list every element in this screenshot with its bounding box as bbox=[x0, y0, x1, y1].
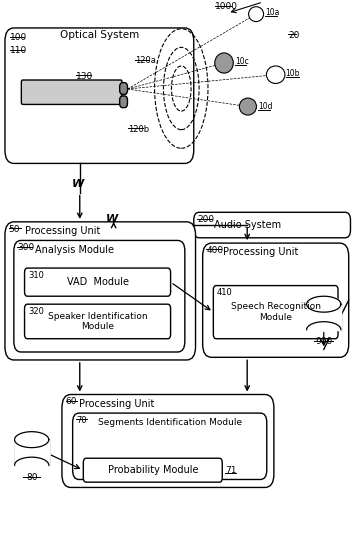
Polygon shape bbox=[15, 431, 49, 447]
Ellipse shape bbox=[239, 98, 256, 115]
FancyBboxPatch shape bbox=[194, 213, 350, 238]
Text: 60: 60 bbox=[65, 397, 77, 406]
Text: Speaker Identification
Module: Speaker Identification Module bbox=[48, 312, 148, 331]
Text: 10c: 10c bbox=[235, 57, 248, 66]
Text: 400: 400 bbox=[206, 246, 223, 255]
Polygon shape bbox=[307, 304, 341, 329]
Polygon shape bbox=[307, 296, 341, 312]
Text: VAD  Module: VAD Module bbox=[66, 277, 129, 287]
FancyBboxPatch shape bbox=[24, 268, 171, 296]
Text: 320: 320 bbox=[28, 307, 44, 316]
Text: 50: 50 bbox=[9, 224, 20, 233]
Ellipse shape bbox=[248, 7, 264, 21]
Text: Processing Unit: Processing Unit bbox=[79, 399, 154, 409]
Text: 70: 70 bbox=[76, 416, 87, 425]
Text: 120a: 120a bbox=[135, 56, 156, 65]
Text: Processing Unit: Processing Unit bbox=[24, 226, 100, 236]
FancyBboxPatch shape bbox=[202, 243, 349, 357]
Text: 100: 100 bbox=[10, 33, 28, 42]
FancyBboxPatch shape bbox=[24, 304, 171, 339]
Text: Audio System: Audio System bbox=[214, 220, 281, 230]
FancyBboxPatch shape bbox=[120, 96, 127, 108]
Ellipse shape bbox=[215, 53, 233, 73]
Polygon shape bbox=[15, 439, 49, 465]
Text: 10b: 10b bbox=[286, 69, 300, 78]
Text: 110: 110 bbox=[10, 46, 28, 55]
Text: W: W bbox=[106, 214, 118, 224]
Text: 71: 71 bbox=[225, 466, 237, 475]
Text: 410: 410 bbox=[217, 288, 233, 297]
Text: Optical System: Optical System bbox=[60, 29, 139, 40]
Text: Processing Unit: Processing Unit bbox=[223, 247, 299, 257]
FancyBboxPatch shape bbox=[62, 395, 274, 488]
Text: Probability Module: Probability Module bbox=[108, 465, 198, 475]
Text: 310: 310 bbox=[28, 271, 44, 280]
Text: 200: 200 bbox=[197, 215, 214, 224]
Text: 10d: 10d bbox=[258, 102, 272, 111]
Text: 1000: 1000 bbox=[215, 3, 238, 11]
Text: Speech Recognition
Module: Speech Recognition Module bbox=[231, 302, 321, 322]
Text: W: W bbox=[72, 179, 84, 190]
Ellipse shape bbox=[266, 66, 285, 83]
FancyBboxPatch shape bbox=[83, 458, 222, 482]
FancyBboxPatch shape bbox=[73, 413, 267, 480]
Text: 900: 900 bbox=[315, 337, 332, 346]
FancyBboxPatch shape bbox=[5, 28, 194, 163]
FancyBboxPatch shape bbox=[5, 222, 196, 360]
Text: 10a: 10a bbox=[265, 8, 279, 17]
FancyBboxPatch shape bbox=[21, 80, 122, 105]
Text: 80: 80 bbox=[26, 473, 37, 482]
FancyBboxPatch shape bbox=[213, 286, 338, 339]
FancyBboxPatch shape bbox=[120, 83, 127, 95]
FancyBboxPatch shape bbox=[14, 240, 185, 352]
Text: 300: 300 bbox=[18, 243, 35, 252]
Text: Segments Identification Module: Segments Identification Module bbox=[98, 419, 242, 427]
Text: Analysis Module: Analysis Module bbox=[34, 245, 113, 255]
Text: 130: 130 bbox=[76, 72, 93, 81]
Text: 20: 20 bbox=[288, 30, 299, 40]
Text: 120b: 120b bbox=[128, 124, 149, 134]
